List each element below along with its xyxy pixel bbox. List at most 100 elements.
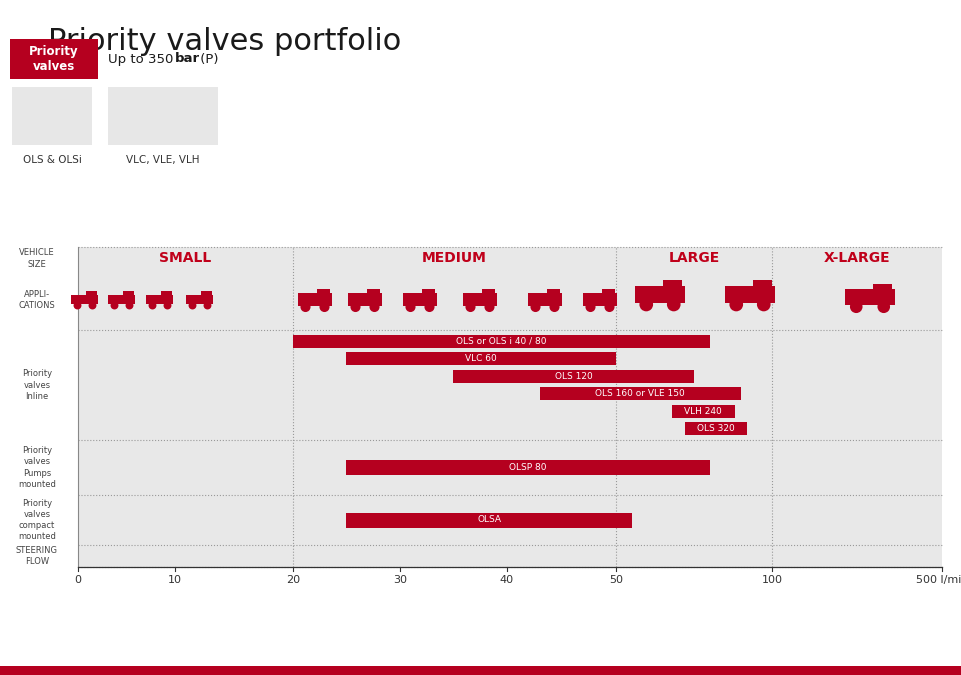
Text: 40: 40 (500, 575, 513, 585)
Circle shape (666, 298, 679, 311)
Text: bar: bar (175, 53, 200, 65)
Text: VEHICLE
SIZE: VEHICLE SIZE (19, 248, 55, 269)
Text: SMALL: SMALL (160, 252, 211, 265)
Circle shape (111, 302, 118, 309)
Text: VLC, VLE, VLH: VLC, VLE, VLH (126, 155, 200, 165)
Text: Up to 350: Up to 350 (108, 53, 178, 65)
Text: X-LARGE: X-LARGE (823, 252, 889, 265)
Text: Priority
valves: Priority valves (29, 45, 79, 74)
Text: OLS 160 or VLE 150: OLS 160 or VLE 150 (595, 389, 684, 398)
Bar (346, 460, 709, 475)
Bar (662, 280, 681, 293)
Bar (146, 294, 173, 304)
Text: LARGE: LARGE (668, 252, 719, 265)
Circle shape (530, 302, 540, 312)
Bar (78, 247, 293, 567)
Text: Priority
valves
compact
mounted: Priority valves compact mounted (18, 499, 56, 541)
Text: Priority
valves
Inline: Priority valves Inline (22, 369, 52, 400)
Circle shape (148, 302, 157, 309)
Bar (71, 294, 98, 304)
Circle shape (204, 302, 211, 309)
Bar (539, 387, 740, 400)
Text: OLS 320: OLS 320 (696, 425, 734, 433)
Text: 0: 0 (74, 575, 82, 585)
Text: 10: 10 (168, 575, 182, 585)
Bar (462, 293, 497, 306)
Text: OLS or OLS i 40 / 80: OLS or OLS i 40 / 80 (456, 337, 546, 346)
Bar (684, 423, 747, 435)
Text: OLS & OLSi: OLS & OLSi (22, 155, 82, 165)
Bar (528, 293, 561, 306)
Bar (109, 294, 136, 304)
Text: 50: 50 (608, 575, 623, 585)
Bar (0, 247, 78, 567)
Text: 30: 30 (393, 575, 407, 585)
Text: OLSP 80: OLSP 80 (508, 463, 546, 472)
Text: 20: 20 (285, 575, 300, 585)
Text: VLC 60: VLC 60 (465, 354, 497, 363)
Bar (348, 293, 382, 306)
Bar (582, 293, 616, 306)
Bar (547, 289, 559, 298)
Bar (602, 289, 615, 298)
Circle shape (484, 302, 494, 312)
Circle shape (639, 298, 653, 311)
Text: 500 l/min: 500 l/min (915, 575, 961, 585)
Circle shape (350, 302, 360, 312)
Bar (422, 289, 434, 298)
Bar (316, 289, 330, 298)
Text: (P): (P) (196, 53, 218, 65)
Bar (366, 289, 380, 298)
Bar (672, 405, 734, 418)
Circle shape (163, 302, 171, 309)
Bar (725, 286, 774, 302)
Text: VLH 240: VLH 240 (684, 407, 722, 416)
Bar (161, 291, 172, 299)
Text: Priority
valves
Pumps
mounted: Priority valves Pumps mounted (18, 446, 56, 489)
Bar (481, 289, 495, 298)
Text: APPLI-
CATIONS: APPLI- CATIONS (18, 290, 56, 310)
Circle shape (549, 302, 559, 312)
Circle shape (188, 302, 196, 309)
Circle shape (728, 298, 742, 311)
Bar (346, 352, 615, 365)
Circle shape (756, 298, 770, 311)
Text: Priority valves portfolio: Priority valves portfolio (48, 27, 401, 56)
Bar (201, 291, 211, 299)
Bar (615, 247, 771, 567)
Bar (453, 370, 693, 383)
Bar (293, 335, 709, 348)
Bar (403, 293, 436, 306)
Bar (86, 291, 97, 299)
Circle shape (369, 302, 380, 312)
Bar (752, 280, 771, 293)
Circle shape (424, 302, 434, 312)
FancyBboxPatch shape (108, 87, 218, 145)
Bar (298, 293, 332, 306)
Circle shape (88, 302, 96, 309)
Bar (0, 666, 961, 675)
Circle shape (604, 302, 614, 312)
Text: OLSA: OLSA (477, 516, 501, 524)
Text: OLS 120: OLS 120 (554, 372, 592, 381)
Circle shape (876, 300, 889, 313)
Bar (186, 294, 213, 304)
Bar (293, 247, 615, 567)
Bar (845, 290, 894, 305)
Bar (634, 286, 684, 302)
Circle shape (73, 302, 82, 309)
Circle shape (405, 302, 415, 312)
Text: 100: 100 (761, 575, 781, 585)
Circle shape (850, 300, 862, 313)
Circle shape (465, 302, 475, 312)
Circle shape (319, 302, 330, 312)
Circle shape (125, 302, 134, 309)
Bar (123, 291, 134, 299)
Bar (872, 284, 891, 296)
FancyBboxPatch shape (10, 39, 98, 79)
Circle shape (300, 302, 310, 312)
FancyBboxPatch shape (12, 87, 92, 145)
Bar (346, 512, 631, 527)
Text: STEERING
FLOW: STEERING FLOW (16, 546, 58, 566)
Bar (771, 247, 941, 567)
